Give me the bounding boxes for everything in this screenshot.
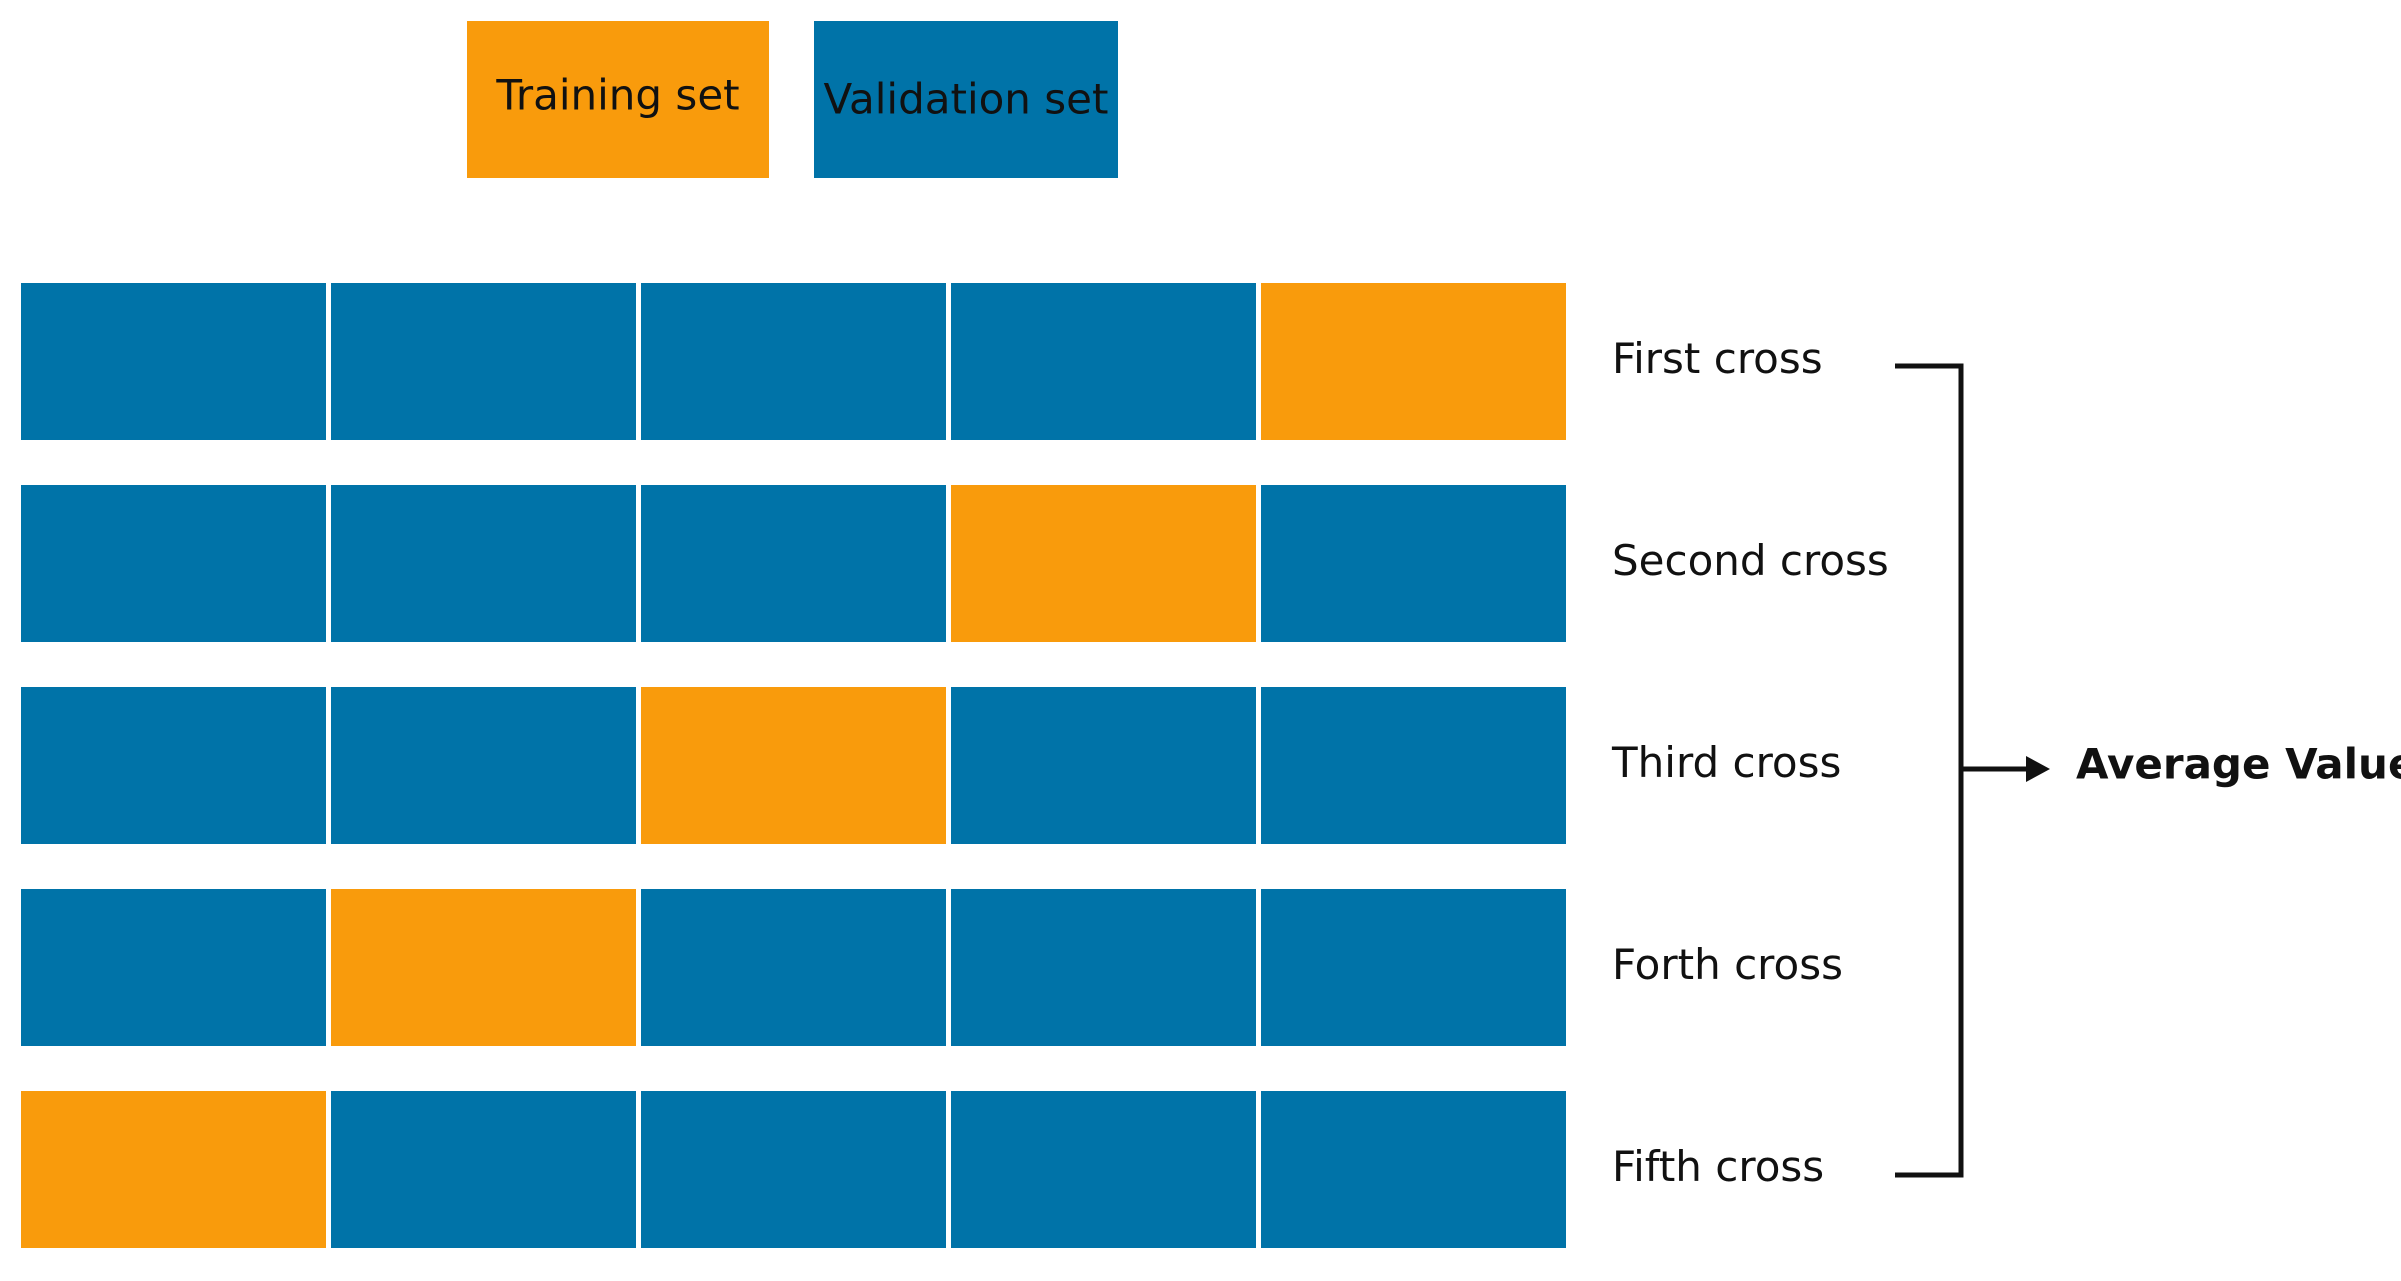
fold-cell	[331, 889, 636, 1046]
fold-cell	[331, 485, 636, 642]
fold-cell	[951, 1091, 1256, 1248]
row-label: Third cross	[1611, 738, 1841, 787]
fold-cell	[951, 485, 1256, 642]
fold-cell	[1261, 283, 1566, 440]
row-label: Second cross	[1612, 536, 1889, 585]
fold-cell	[1261, 1091, 1566, 1248]
row-label: First cross	[1612, 334, 1823, 383]
row-label: Forth cross	[1612, 940, 1843, 989]
fold-cell	[21, 485, 326, 642]
fold-cell	[331, 1091, 636, 1248]
bracket	[1895, 363, 2030, 1178]
legend-validation-box	[814, 21, 1118, 178]
result-label: Average Value	[2076, 740, 2401, 789]
fold-cell	[331, 283, 636, 440]
fold-cell	[1261, 687, 1566, 844]
fold-cell	[21, 687, 326, 844]
fold-cell	[951, 889, 1256, 1046]
fold-cell	[1261, 889, 1566, 1046]
arrow-head	[2026, 756, 2050, 782]
fold-cell	[1261, 485, 1566, 642]
legend-training-box	[467, 21, 769, 178]
fold-cell	[641, 1091, 946, 1248]
fold-cell	[641, 485, 946, 642]
legend-training-label: Training set	[495, 71, 739, 120]
legend-validation-label: Validation set	[824, 75, 1109, 124]
fold-cell	[641, 889, 946, 1046]
fold-cell	[641, 283, 946, 440]
fold-cell	[641, 687, 946, 844]
fold-cell	[951, 687, 1256, 844]
bracket-line	[1895, 363, 1964, 1178]
fold-cell	[21, 1091, 326, 1248]
fold-cell	[331, 687, 636, 844]
fold-cell	[21, 283, 326, 440]
fold-cell	[21, 889, 326, 1046]
row-label: Fifth cross	[1612, 1142, 1824, 1191]
fold-cell	[951, 283, 1256, 440]
